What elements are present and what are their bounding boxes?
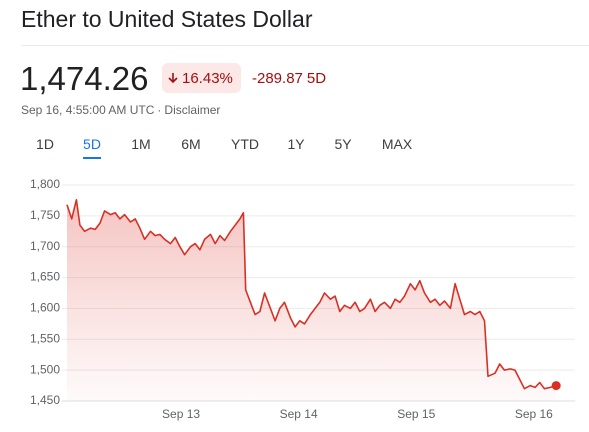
range-tabs: 1D 5D 1M 6M YTD 1Y 5Y MAX [0, 136, 589, 166]
change-value-group: -289.87 5D [252, 70, 326, 87]
last-point [551, 381, 561, 391]
change-value: -289.87 [252, 70, 303, 87]
range-tab[interactable]: 5D [83, 136, 101, 159]
price: 1,474.26 [20, 60, 149, 97]
x-tick-label: Sep 14 [280, 407, 318, 421]
y-tick-label: 1,550 [30, 331, 60, 345]
range-tab[interactable]: MAX [381, 136, 413, 152]
y-tick-label: 1,800 [30, 177, 60, 191]
y-tick-label: 1,650 [30, 270, 60, 284]
range-tab[interactable]: 6M [181, 136, 201, 152]
change-percent: 16.43% [182, 69, 233, 87]
y-tick-label: 1,450 [30, 393, 60, 407]
y-tick-label: 1,750 [30, 208, 60, 222]
area-fill [67, 199, 557, 401]
y-tick-label: 1,600 [30, 301, 60, 315]
range-tab[interactable]: 5Y [334, 136, 352, 152]
range-tab[interactable]: 1M [131, 136, 151, 152]
title: Ether to United States Dollar [21, 6, 313, 32]
range-tab[interactable]: 1D [36, 136, 54, 152]
timestamp-row: Sep 16, 4:55:00 AM UTC · Disclaimer [21, 103, 223, 117]
divider [21, 45, 589, 46]
x-tick-label: Sep 15 [397, 407, 435, 421]
y-tick-label: 1,700 [30, 239, 60, 253]
x-tick-label: Sep 13 [162, 407, 200, 421]
range-tab[interactable]: 1Y [287, 136, 305, 152]
timestamp: Sep 16, 4:55:00 AM UTC [21, 103, 155, 117]
change-badge: 16.43% [162, 63, 241, 93]
price-line [66, 199, 557, 390]
x-tick-label: Sep 16 [515, 407, 553, 421]
range-tab[interactable]: YTD [231, 136, 259, 152]
down-arrow-icon [168, 73, 178, 84]
y-tick-label: 1,500 [30, 362, 60, 376]
separator: · [157, 103, 162, 117]
period: 5D [306, 70, 327, 87]
disclaimer-link[interactable]: Disclaimer [164, 103, 221, 117]
